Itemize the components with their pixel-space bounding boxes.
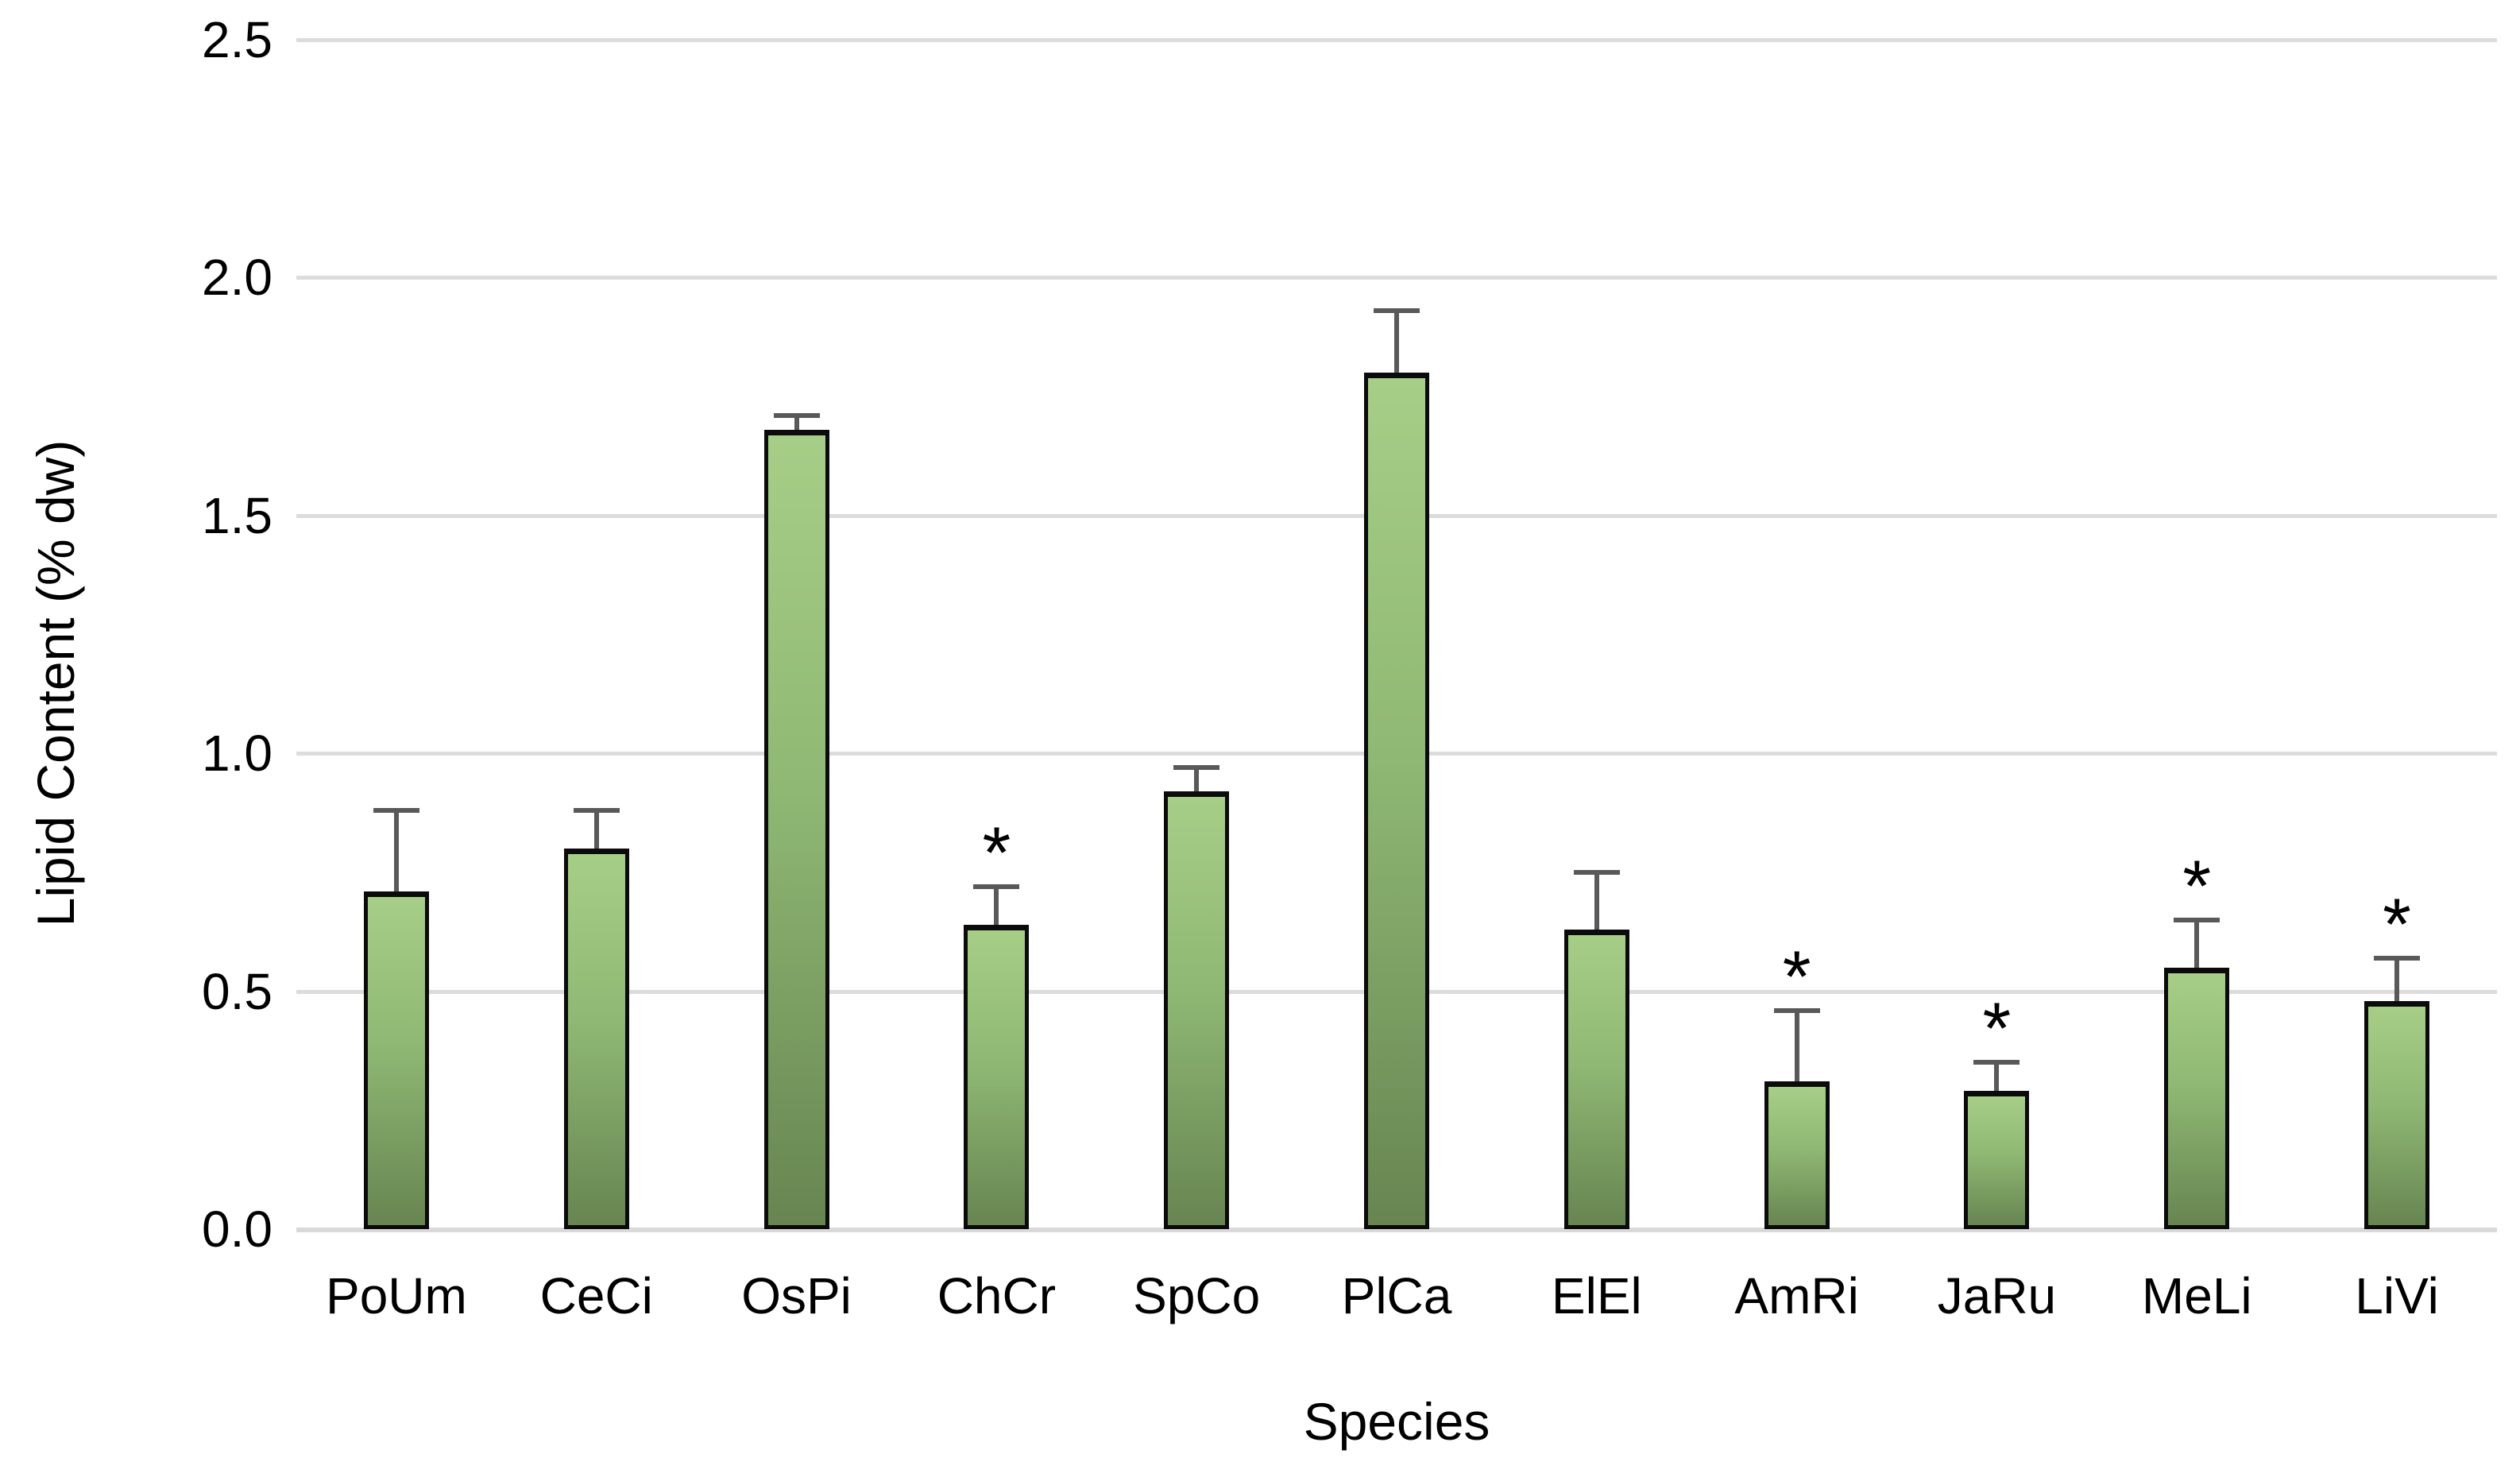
y-tick-label: 2.5 — [202, 11, 272, 68]
gridline — [296, 38, 2497, 42]
error-bar-stem — [2194, 919, 2200, 968]
error-bar-stem — [1994, 1062, 2000, 1092]
significance-asterisk: * — [982, 812, 1011, 894]
bar-OsPi — [763, 430, 829, 1229]
bar-CeCi — [563, 848, 629, 1229]
x-axis-line — [296, 1228, 2497, 1232]
bar-MeLi — [2164, 967, 2230, 1229]
bar-ElEl — [1563, 929, 1629, 1229]
significance-asterisk: * — [1982, 988, 2012, 1070]
y-tick-label: 0.0 — [202, 1201, 272, 1258]
bar-SpCo — [1164, 791, 1230, 1229]
x-tick-label: ElEl — [1551, 1267, 1642, 1324]
bar-LiVi — [2364, 1000, 2430, 1229]
bar-JaRu — [1964, 1091, 2030, 1229]
y-tick-label: 2.0 — [202, 249, 272, 307]
x-tick-label: PoUm — [326, 1267, 467, 1324]
x-tick-label: JaRu — [1937, 1267, 2057, 1324]
error-bar-cap — [1374, 308, 1420, 314]
error-bar-cap — [1773, 1007, 1820, 1013]
significance-asterisk: * — [2182, 845, 2212, 927]
significance-asterisk: * — [1782, 936, 1811, 1018]
error-bar-stem — [593, 810, 599, 849]
bar-ChCr — [964, 924, 1030, 1229]
x-tick-label: MeLi — [2141, 1267, 2252, 1324]
bar-PoUm — [363, 891, 429, 1229]
error-bar-cap — [373, 808, 419, 814]
significance-asterisk: * — [2383, 883, 2411, 965]
error-bar-cap — [1973, 1060, 2020, 1065]
x-tick-label: CeCi — [539, 1267, 653, 1324]
error-bar-cap — [573, 808, 620, 814]
x-axis-title: Species — [1303, 1392, 1490, 1451]
error-bar-stem — [1394, 311, 1399, 373]
y-tick-label: 1.5 — [202, 486, 272, 544]
x-tick-label: AmRi — [1734, 1267, 1859, 1324]
x-tick-label: LiVi — [2355, 1267, 2439, 1324]
error-bar-stem — [1594, 872, 1599, 930]
error-bar-cap — [1573, 869, 1620, 875]
x-tick-label: ChCr — [937, 1267, 1057, 1324]
error-bar-cap — [773, 413, 820, 419]
x-tick-label: OsPi — [741, 1267, 852, 1324]
plot-area: 0.0 0.5 1.0 1.5 2.0 2.5 PoUm CeCi OsPi * ChCr SpCo P… — [202, 11, 2497, 1324]
error-bar-stem — [393, 810, 399, 891]
y-tick-label: 0.5 — [202, 962, 272, 1020]
error-bar-stem — [2394, 957, 2400, 1001]
error-bar-cap — [973, 883, 1020, 889]
y-tick-label: 1.0 — [202, 725, 272, 783]
gridline — [296, 276, 2497, 280]
x-tick-label: PlCa — [1341, 1267, 1452, 1324]
bar-PlCa — [1364, 373, 1429, 1229]
error-bar-stem — [1794, 1010, 1799, 1082]
bar-AmRi — [1764, 1081, 1830, 1229]
error-bar-cap — [2174, 917, 2220, 922]
error-bar-cap — [2374, 955, 2421, 961]
error-bar-stem — [794, 416, 799, 430]
error-bar-cap — [1173, 765, 1220, 771]
x-tick-label: SpCo — [1133, 1267, 1261, 1324]
error-bar-stem — [994, 886, 999, 925]
error-bar-stem — [1194, 767, 1200, 792]
